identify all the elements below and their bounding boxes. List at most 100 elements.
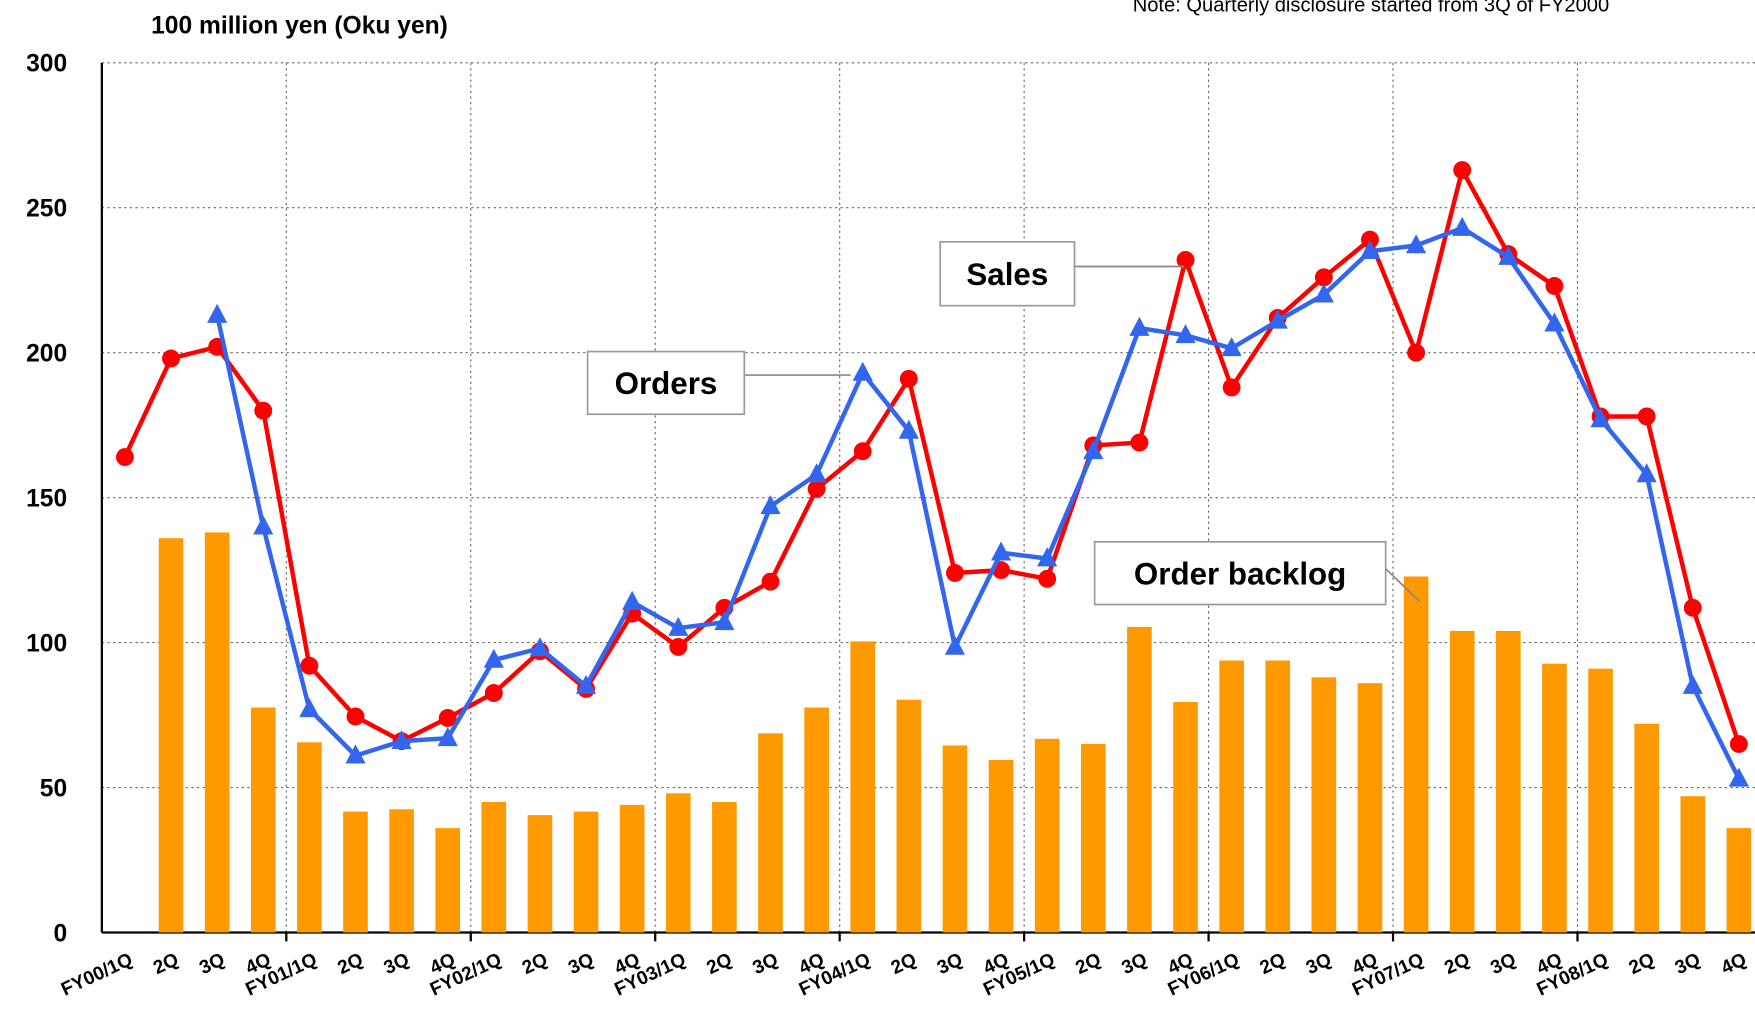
marker: [990, 541, 1012, 561]
bar: [1219, 660, 1244, 933]
x-tick-label: 3Q: [381, 949, 413, 979]
marker: [1221, 337, 1242, 357]
marker: [853, 442, 872, 461]
marker: [898, 419, 919, 439]
bar: [1034, 738, 1060, 933]
marker: [1176, 250, 1195, 269]
x-tick-label: 3Q: [750, 949, 782, 979]
x-tick-label: 2Q: [335, 949, 367, 979]
callout-box: [1093, 540, 1387, 606]
marker: [1267, 309, 1288, 329]
marker: [1175, 324, 1196, 344]
marker: [1083, 440, 1104, 460]
x-tick-label: 3Q: [565, 949, 597, 979]
marker: [1406, 234, 1427, 254]
bar: [204, 532, 230, 933]
marker: [299, 698, 320, 718]
marker: [852, 361, 873, 381]
x-tick-label: 3Q: [1488, 949, 1520, 979]
bar: [1173, 701, 1198, 933]
marker: [806, 463, 827, 483]
bar: [343, 811, 368, 933]
marker: [622, 590, 643, 610]
x-tick-label: 3Q: [934, 949, 966, 979]
marker: [807, 479, 826, 498]
legend-label: Sales: [966, 257, 1048, 292]
note: Note: Quarterly disclosure started from …: [1133, 0, 1609, 16]
bar: [481, 802, 507, 933]
marker: [1452, 216, 1473, 236]
bar: [988, 759, 1014, 933]
callout-box: [939, 241, 1076, 307]
marker: [207, 303, 228, 323]
bar: [1496, 630, 1521, 933]
marker: [1359, 240, 1381, 260]
callout-box: [586, 350, 746, 416]
marker: [254, 401, 273, 420]
bar: [619, 804, 645, 933]
marker: [761, 572, 780, 591]
x-tick-label: 2Q: [1257, 949, 1289, 979]
marker: [760, 495, 781, 515]
y-tick-label: 100: [26, 631, 67, 658]
marker: [162, 349, 180, 368]
legend-label: Order backlog: [1134, 556, 1346, 591]
x-tick-label: 2Q: [704, 949, 736, 979]
marker: [669, 637, 688, 656]
marker: [1313, 283, 1334, 303]
marker: [1222, 378, 1241, 397]
bar: [573, 811, 599, 933]
x-tick-label: FY00/1Q: [58, 949, 136, 1000]
bar: [1542, 663, 1567, 933]
y-tick-label: 250: [26, 196, 67, 223]
marker: [391, 729, 412, 749]
y-tick-label: 0: [53, 920, 67, 947]
x-tick-label: 2Q: [150, 949, 182, 979]
marker: [1728, 767, 1749, 787]
x-tick-label: 3Q: [1672, 949, 1704, 979]
marker: [529, 637, 551, 657]
marker: [1590, 408, 1611, 428]
marker: [253, 515, 274, 535]
bar: [1634, 723, 1659, 933]
marker: [346, 707, 365, 726]
bar: [1726, 828, 1752, 933]
marker: [1129, 316, 1150, 336]
bar: [665, 793, 691, 933]
bar: [850, 641, 876, 933]
bar: [1357, 683, 1383, 933]
bar: [1449, 630, 1475, 933]
bar: [297, 742, 322, 933]
bar: [527, 815, 553, 933]
marker: [1682, 674, 1703, 694]
x-tick-label: 3Q: [1303, 949, 1335, 979]
marker: [484, 684, 503, 702]
x-tick-label: 2Q: [1626, 949, 1658, 979]
callout-leader: [1385, 568, 1420, 602]
marker: [1498, 245, 1519, 265]
x-tick-label: 3Q: [196, 949, 228, 979]
y-tick-label: 150: [26, 486, 67, 513]
marker: [1361, 230, 1379, 249]
marker: [345, 744, 366, 764]
marker: [1729, 735, 1748, 753]
bar: [804, 707, 829, 933]
y-tick-label: 50: [40, 775, 67, 802]
marker: [1130, 433, 1149, 452]
legend-label: Orders: [615, 366, 718, 401]
marker: [1683, 598, 1702, 617]
x-tick-label: 3Q: [1119, 949, 1151, 979]
x-tick-label: 2Q: [1072, 949, 1104, 979]
bar: [942, 745, 968, 933]
marker: [1037, 547, 1058, 567]
bar: [1080, 744, 1106, 933]
x-tick-label: 2Q: [1441, 949, 1473, 979]
marker: [1636, 463, 1657, 483]
bar: [435, 828, 461, 933]
bar: [758, 733, 783, 933]
marker: [1545, 277, 1564, 295]
marker: [1544, 312, 1565, 332]
y-tick-label: 300: [26, 51, 67, 78]
